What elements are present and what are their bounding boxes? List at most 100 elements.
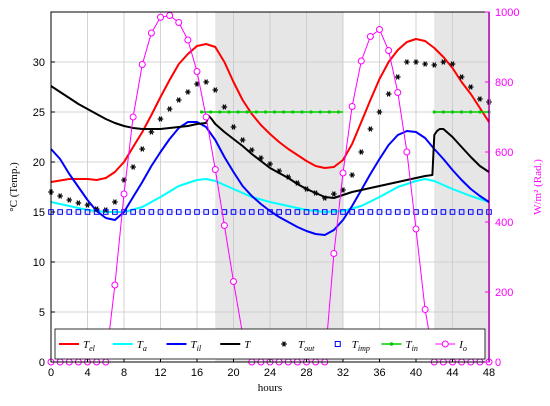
- data-point-Tout: [204, 79, 209, 85]
- legend-label-subscript: a: [143, 344, 147, 353]
- data-point-Timp: [385, 209, 392, 215]
- data-point-Tout: [131, 164, 136, 170]
- data-point-Tout: [185, 89, 190, 95]
- x-axis-label: hours: [258, 382, 282, 394]
- data-point-Tout: [195, 81, 199, 87]
- data-point-Tout: [258, 155, 263, 161]
- data-point-Timp: [312, 209, 319, 215]
- legend-item-Ta: Ta: [112, 339, 147, 353]
- data-point-Tout: [94, 206, 99, 212]
- data-point-Tout: [341, 187, 345, 193]
- data-point-Io: [157, 13, 164, 21]
- data-point-Timp: [185, 209, 191, 215]
- data-point-Timp: [294, 209, 301, 215]
- data-point-Io: [129, 113, 137, 121]
- night-shading: [215, 12, 489, 362]
- data-point-Tout: [459, 74, 464, 80]
- y-left-tick-label: 20: [33, 157, 45, 169]
- y-left-tick-label: 30: [33, 57, 45, 69]
- data-point-Io: [184, 36, 192, 44]
- data-point-Io: [111, 281, 119, 289]
- data-point-Tout: [450, 61, 455, 67]
- data-point-Tout: [295, 180, 300, 186]
- legend-label-subscript: imp: [358, 344, 370, 353]
- x-tick-label: 32: [337, 367, 349, 379]
- data-point-Tout: [112, 199, 117, 205]
- x-tick-label: 48: [483, 367, 495, 379]
- data-point-Timp: [367, 209, 374, 215]
- data-point-Timp: [267, 209, 273, 215]
- y-right-tick-label: 0: [495, 357, 501, 369]
- data-point-Io: [357, 57, 365, 65]
- data-point-Io: [147, 29, 155, 37]
- data-point-Tout: [414, 59, 418, 65]
- data-point-Tin: [309, 110, 313, 114]
- data-point-Timp: [340, 209, 346, 215]
- data-point-Tin: [254, 110, 258, 114]
- data-point-Timp: [321, 209, 328, 215]
- data-point-Timp: [349, 209, 355, 215]
- data-point-Timp: [449, 209, 456, 215]
- series-Tel: [50, 38, 490, 183]
- series-Tin: [199, 110, 491, 114]
- legend: Tel Ta Til T Tout Timp Tin Io: [54, 328, 486, 360]
- data-point-Timp: [139, 209, 146, 215]
- data-point-Io: [220, 222, 228, 229]
- data-point-Tout: [277, 168, 282, 174]
- y-left-tick-label: 5: [39, 307, 45, 319]
- data-point-Tout: [231, 124, 236, 130]
- data-point-Tin: [441, 110, 445, 114]
- data-point-Tin: [282, 110, 286, 114]
- data-point-Timp: [93, 209, 100, 215]
- series-Tout: [48, 59, 492, 213]
- data-point-Tin: [327, 110, 331, 114]
- y-right-tick-label: 600: [495, 147, 513, 159]
- data-point-Tout: [313, 190, 318, 196]
- data-point-Tout: [85, 202, 90, 208]
- data-point-Tin: [450, 110, 455, 114]
- legend-label-subscript: o: [463, 344, 467, 353]
- data-point-Timp: [66, 209, 73, 215]
- legend-label: Ta: [137, 339, 147, 353]
- x-tick-label: 0: [48, 367, 54, 379]
- legend-item-Til: Til: [166, 339, 202, 353]
- data-point-Timp: [394, 209, 401, 215]
- data-point-Io: [166, 12, 174, 19]
- x-tick-label: 16: [191, 367, 203, 379]
- data-point-Tout: [268, 161, 272, 167]
- data-point-Tout: [76, 200, 81, 206]
- x-tick-label: 4: [84, 367, 90, 379]
- data-point-Timp: [331, 209, 337, 215]
- x-tick-label: 24: [264, 367, 276, 379]
- y-axis-right-label: W/m² (Rad.): [532, 159, 544, 215]
- data-point-Io: [175, 19, 183, 26]
- x-tick-label: 8: [121, 367, 127, 379]
- data-point-Tout: [122, 177, 126, 183]
- x-tick-label: 36: [373, 367, 385, 379]
- data-point-Tin: [199, 110, 204, 114]
- data-point-Timp: [212, 209, 219, 215]
- data-point-Io: [412, 225, 420, 233]
- data-point-Tout: [149, 129, 154, 135]
- data-point-Timp: [203, 209, 209, 215]
- data-point-Tin: [460, 110, 464, 114]
- data-point-Tout: [140, 146, 145, 152]
- data-point-Timp: [404, 209, 410, 215]
- data-point-Timp: [477, 209, 483, 215]
- data-point-Tout: [67, 197, 72, 203]
- data-point-Timp: [440, 209, 447, 215]
- data-point-Timp: [230, 209, 237, 215]
- data-point-Tin: [291, 110, 295, 114]
- data-point-Timp: [358, 209, 365, 215]
- data-point-Tout: [213, 87, 218, 93]
- data-point-Timp: [175, 209, 182, 215]
- y-axis-left-label: °C (Temp.): [8, 162, 20, 212]
- legend-swatch: [441, 340, 449, 348]
- legend-label-subscript: el: [89, 344, 96, 353]
- y-left-tick-label: 15: [33, 207, 45, 219]
- y-right-tick-label: 800: [495, 77, 513, 89]
- data-point-Timp: [285, 209, 292, 215]
- legend-item-T: T: [220, 339, 251, 351]
- data-point-Tout: [240, 137, 245, 143]
- data-point-Timp: [467, 209, 474, 215]
